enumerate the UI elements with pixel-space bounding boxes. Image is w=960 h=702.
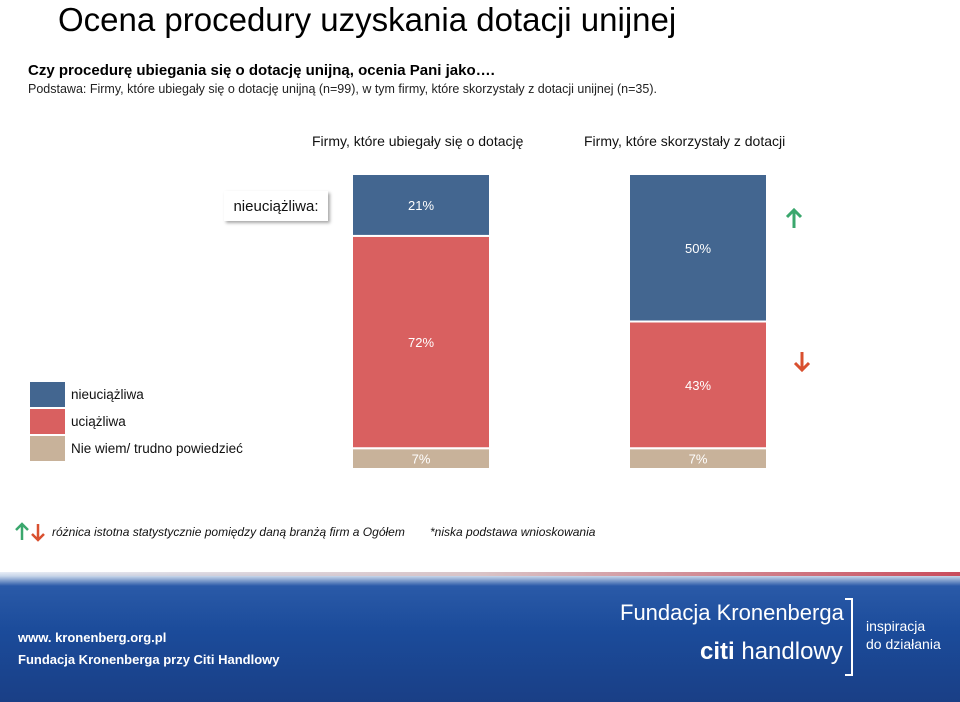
legend-item-nieuciazliwa: nieuciążliwa bbox=[30, 381, 243, 408]
legend-item-uciazliwa: uciążliwa bbox=[30, 408, 243, 435]
footer-website-link[interactable]: www. kronenberg.org.pl bbox=[18, 630, 167, 645]
arrow-down-icon bbox=[793, 352, 811, 372]
data-label-1-0: 50% bbox=[685, 241, 711, 256]
column-header-benefited: Firmy, które skorzystały z dotacji bbox=[584, 133, 786, 149]
legend-label: nieuciążliwa bbox=[71, 387, 144, 402]
bar-segment-1-0 bbox=[628, 173, 768, 323]
data-label-0-2: 7% bbox=[412, 452, 431, 467]
footer-bracket bbox=[845, 598, 853, 676]
sample-basis: Podstawa: Firmy, które ubiegały się o do… bbox=[28, 82, 657, 96]
legend-label: Nie wiem/ trudno powiedzieć bbox=[71, 441, 243, 456]
survey-question: Czy procedurę ubiegania się o dotację un… bbox=[28, 62, 495, 79]
data-label-0-0: 21% bbox=[408, 198, 434, 213]
citi-logo-text: citi bbox=[700, 638, 735, 665]
footer-accent-line bbox=[0, 572, 960, 576]
footer-brand-name: Fundacja Kronenberga bbox=[620, 600, 844, 625]
significance-arrows-icon bbox=[15, 522, 45, 542]
footer-organization: Fundacja Kronenberga przy Citi Handlowy bbox=[18, 652, 280, 667]
legend-swatch-uciazliwa bbox=[30, 409, 65, 434]
data-label-1-2: 7% bbox=[689, 452, 708, 467]
legend-swatch-nieuciazliwa bbox=[30, 382, 65, 407]
legend-label: uciążliwa bbox=[71, 414, 126, 429]
legend-item-nie-wiem: Nie wiem/ trudno powiedzieć bbox=[30, 435, 243, 462]
legend-swatch-nie-wiem bbox=[30, 436, 65, 461]
bar-segment-0-2 bbox=[351, 447, 491, 471]
bar-segment-1-2 bbox=[628, 447, 768, 471]
chart-legend: nieuciążliwa uciążliwa Nie wiem/ trudno … bbox=[30, 381, 243, 462]
footnote-significance: różnica istotna statystycznie pomiędzy d… bbox=[52, 525, 405, 539]
column-header-applied: Firmy, które ubiegały się o dotację bbox=[312, 133, 524, 149]
arrow-up-icon bbox=[785, 208, 803, 228]
bar-segment-0-1 bbox=[351, 234, 491, 450]
callout-nieuciazliwa: nieuciążliwa: bbox=[224, 191, 328, 221]
data-label-0-1: 72% bbox=[408, 335, 434, 350]
stacked-bar-chart: 21% 72% 7% 50% 43% 7% bbox=[351, 173, 768, 471]
data-label-1-1: 43% bbox=[685, 378, 711, 393]
page-title: Ocena procedury uzyskania dotacji unijne… bbox=[58, 1, 677, 38]
bar-segment-1-1 bbox=[628, 320, 768, 450]
citi-handlowy-logo: citi handlowy bbox=[700, 638, 843, 666]
footnote-low-base: *niska podstawa wnioskowania bbox=[430, 525, 596, 539]
footer-slogan-line1: inspiracja bbox=[866, 618, 926, 634]
footer-slogan-line2: do działania bbox=[866, 636, 941, 652]
handlowy-logo-text: handlowy bbox=[734, 638, 843, 665]
footer-banner: www. kronenberg.org.pl Fundacja Kronenbe… bbox=[0, 572, 960, 702]
